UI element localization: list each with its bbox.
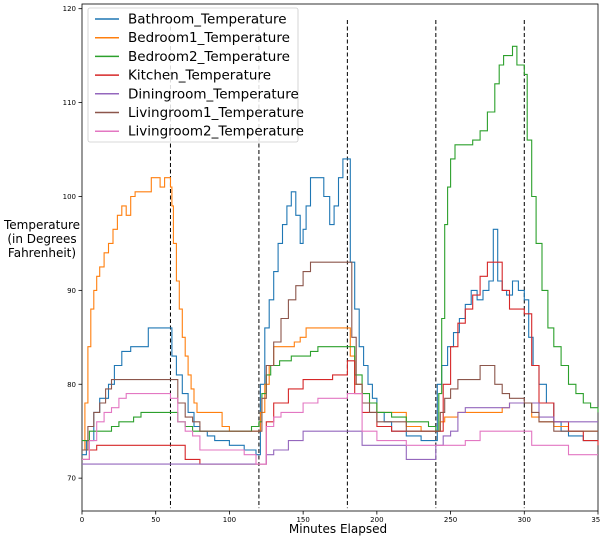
y-axis-ticks: 70 80 90 100 110 120	[63, 5, 82, 483]
y-axis-label-line-2: (in Degrees	[7, 232, 76, 246]
series-line-diningroom_temperature	[82, 402, 598, 465]
x-axis-label: Minutes Elapsed	[289, 522, 387, 536]
series-line-bedroom1_temperature	[82, 177, 598, 451]
legend-entry: Kitchen_Temperature	[128, 68, 271, 84]
x-axis-ticks: 0 50 100 150 200 250 300 350	[80, 511, 600, 524]
legend-box	[87, 7, 299, 143]
y-tick-label: 100	[63, 193, 76, 201]
y-tick-label: 90	[67, 287, 76, 295]
series-line-bathroom_temperature	[82, 158, 598, 456]
legend-entry: Livingroom1_Temperature	[128, 105, 304, 121]
y-tick-label: 70	[67, 475, 76, 483]
series-line-livingroom2_temperature	[82, 393, 598, 465]
x-tick-label: 100	[223, 516, 236, 524]
y-axis-label-line-1: Temperature	[3, 218, 80, 232]
x-tick-label: 350	[591, 516, 600, 524]
x-tick-label: 150	[296, 516, 309, 524]
plot-area	[81, 3, 599, 512]
legend-entry: Bathroom_Temperature	[128, 12, 287, 28]
x-tick-label: 250	[444, 516, 457, 524]
y-tick-label: 110	[63, 99, 76, 107]
y-axis-label-line-3: Fahrenheit)	[8, 246, 76, 260]
legend-entry: Bedroom1_Temperature	[128, 30, 290, 46]
legend: Bathroom_Temperature Bedroom1_Temperature…	[87, 7, 304, 143]
series-line-bedroom2_temperature	[82, 45, 599, 442]
series-line-kitchen_temperature	[82, 261, 599, 465]
x-tick-label: 200	[370, 516, 383, 524]
series-lines	[82, 45, 599, 465]
y-tick-label: 120	[63, 5, 76, 13]
x-tick-label: 0	[80, 516, 84, 524]
plot-border	[81, 3, 599, 512]
legend-entry: Bedroom2_Temperature	[128, 49, 290, 65]
x-tick-label: 300	[518, 516, 531, 524]
series-line-livingroom1_temperature	[82, 261, 598, 451]
legend-entry: Livingroom2_Temperature	[128, 124, 304, 140]
y-tick-label: 80	[67, 381, 76, 389]
legend-entry: Diningroom_Temperature	[128, 86, 299, 102]
x-tick-label: 50	[151, 516, 160, 524]
